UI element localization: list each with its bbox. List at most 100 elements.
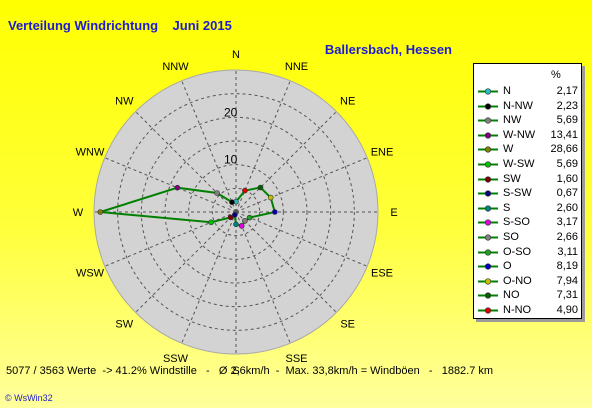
legend-item: O-NO 7,94 bbox=[474, 274, 581, 289]
legend-item: W-SW 5,69 bbox=[474, 157, 581, 172]
legend-swatch bbox=[478, 307, 498, 314]
legend-item: S-SW 0,67 bbox=[474, 186, 581, 201]
legend-item: N-NO 4,90 bbox=[474, 303, 581, 318]
legend-value: 5,69 bbox=[556, 114, 578, 127]
legend-label: N-NW bbox=[503, 99, 533, 112]
direction-label: NW bbox=[115, 95, 134, 107]
direction-label: SW bbox=[115, 319, 133, 331]
rose-grid-ring bbox=[117, 93, 355, 331]
legend-label: NO bbox=[503, 289, 520, 302]
direction-label: WNW bbox=[76, 147, 105, 159]
legend-swatch bbox=[478, 248, 498, 256]
direction-label: NE bbox=[340, 95, 355, 107]
data-point bbox=[174, 184, 181, 191]
legend-unit: % bbox=[551, 69, 561, 81]
direction-label: ESE bbox=[371, 268, 393, 280]
data-point bbox=[208, 219, 214, 226]
legend-value: 2,17 bbox=[556, 85, 578, 97]
legend-swatch bbox=[478, 205, 498, 212]
legend-item: N-NW 2,23 bbox=[474, 99, 581, 114]
legend-value: 28,66 bbox=[550, 143, 578, 156]
direction-label: ENE bbox=[371, 147, 394, 159]
legend-swatch bbox=[478, 219, 498, 226]
direction-label: S bbox=[232, 365, 239, 377]
legend-item: SO 2,66 bbox=[474, 230, 581, 245]
legend-label: N-NO bbox=[503, 304, 532, 316]
legend-swatch bbox=[478, 234, 498, 241]
legend-label: W-SW bbox=[503, 158, 535, 170]
direction-label: NNE bbox=[285, 61, 308, 73]
legend-swatch bbox=[478, 88, 498, 95]
legend-swatch bbox=[478, 102, 498, 110]
footer-stats: 5077 / 3563 Werte -> 41.2% Windstille - … bbox=[6, 365, 494, 377]
legend-item: O 8,19 bbox=[474, 259, 581, 274]
legend-value: 4,90 bbox=[556, 304, 578, 316]
data-point bbox=[238, 223, 245, 229]
rose-grid-ring bbox=[140, 116, 332, 308]
legend-swatch bbox=[478, 175, 498, 183]
legend-label: S-SO bbox=[503, 216, 530, 229]
direction-label: SSE bbox=[285, 353, 307, 365]
legend-value: 2,23 bbox=[556, 99, 578, 112]
data-point bbox=[232, 212, 238, 218]
chart-location: Ballersbach, Hessen bbox=[324, 42, 452, 57]
legend-swatch bbox=[478, 146, 498, 153]
direction-label: SSW bbox=[163, 353, 189, 365]
chart-title: Verteilung Windrichtung Juni 2015 bbox=[8, 18, 232, 33]
data-point bbox=[242, 187, 248, 194]
legend-value: 7,31 bbox=[556, 289, 578, 302]
legend-item: S-SO 3,17 bbox=[474, 215, 581, 230]
legend-value: 13,41 bbox=[550, 128, 578, 141]
data-point bbox=[214, 190, 220, 196]
legend-label: S bbox=[503, 201, 511, 214]
software-credit: © WsWin32 bbox=[5, 393, 53, 403]
legend-swatch bbox=[478, 161, 498, 168]
rose-grid-ring bbox=[188, 164, 284, 260]
legend-value: 5,69 bbox=[556, 158, 578, 170]
legend-value: 3,11 bbox=[557, 245, 578, 258]
legend-value: 0,67 bbox=[556, 187, 578, 200]
legend-label: NW bbox=[503, 114, 522, 127]
legend-item: W-NW 13,41 bbox=[474, 128, 581, 143]
direction-label: NNW bbox=[162, 61, 189, 73]
legend-item: NW 5,69 bbox=[474, 113, 581, 128]
legend-swatch bbox=[478, 117, 498, 124]
data-point bbox=[257, 184, 264, 191]
legend-label: O bbox=[503, 260, 512, 273]
legend: % N 2,17 N-NW 2,23 NW 5,69 W-NW 13,41 W 28,66 W-SW… bbox=[473, 63, 582, 319]
data-point bbox=[267, 194, 274, 201]
legend-item: SW 1,60 bbox=[474, 172, 581, 187]
legend-value: 3,17 bbox=[556, 216, 578, 229]
data-point bbox=[227, 214, 234, 221]
legend-value: 7,94 bbox=[556, 274, 578, 287]
legend-label: S-SW bbox=[503, 187, 532, 200]
legend-label: N bbox=[503, 85, 511, 97]
radial-tick-label: 20 bbox=[224, 105, 238, 119]
legend-swatch bbox=[478, 292, 498, 299]
data-point bbox=[233, 221, 239, 228]
data-point bbox=[271, 209, 278, 215]
data-point bbox=[97, 209, 104, 215]
legend-swatch bbox=[478, 132, 498, 139]
legend-value: 2,66 bbox=[556, 231, 578, 243]
legend-item: O-SO 3,11 bbox=[474, 245, 581, 260]
legend-item: W 28,66 bbox=[474, 142, 581, 157]
legend-item: NO 7,31 bbox=[474, 288, 581, 303]
legend-label: W bbox=[503, 143, 514, 156]
radial-tick-label: 10 bbox=[224, 153, 238, 167]
legend-item: N 2,17 bbox=[474, 84, 581, 99]
rose-grid-ring bbox=[164, 140, 308, 284]
data-point bbox=[246, 214, 253, 221]
data-point bbox=[229, 199, 235, 205]
data-point bbox=[242, 218, 248, 224]
direction-label: N bbox=[232, 49, 240, 61]
direction-label: WSW bbox=[76, 268, 105, 280]
direction-label: E bbox=[390, 207, 397, 219]
legend-value: 1,60 bbox=[556, 172, 578, 185]
legend-label: O-NO bbox=[503, 274, 532, 287]
legend-swatch bbox=[478, 263, 498, 270]
legend-label: O-SO bbox=[503, 245, 532, 258]
legend-label: W-NW bbox=[503, 128, 536, 141]
legend-value: 2,60 bbox=[556, 201, 578, 214]
legend-item: S 2,60 bbox=[474, 201, 581, 216]
